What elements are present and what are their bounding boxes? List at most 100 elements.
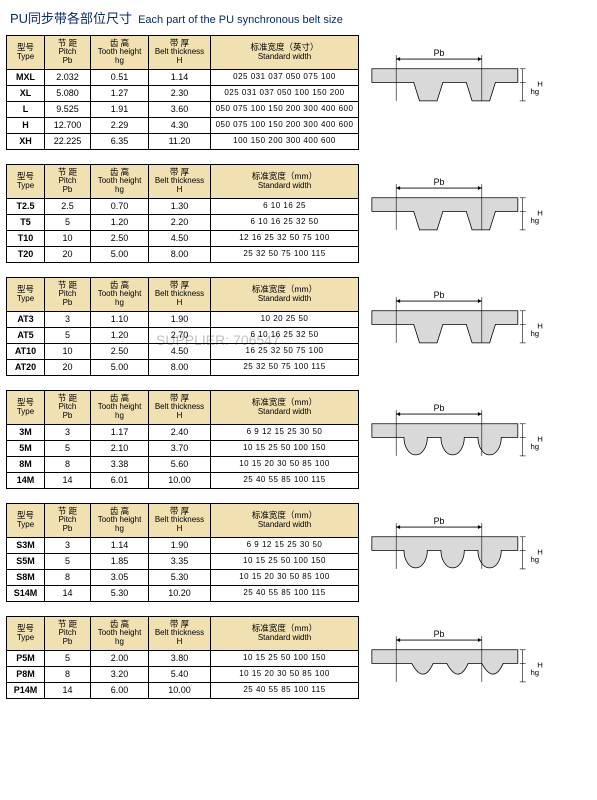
spec-table: 型号Type 节 距PitchPb 齿 高Tooth heighthg 带 厚B…	[6, 390, 359, 489]
cell-thick: 10.00	[149, 683, 211, 699]
cell-std: 25 40 55 85 100 115	[211, 683, 359, 699]
cell-std: 10 15 20 30 50 85 100	[211, 457, 359, 473]
spec-section: 型号Type 节 距PitchPb 齿 高Tooth heighthg 带 厚B…	[6, 616, 591, 700]
cell-type: MXL	[7, 70, 45, 86]
hdr-thick: 带 厚Belt thicknessH	[149, 617, 211, 651]
cell-tooth: 2.50	[91, 344, 149, 360]
hdr-std: 标准宽度（mm）Standard width	[211, 278, 359, 312]
cell-tooth: 2.29	[91, 118, 149, 134]
cell-std: 25 32 50 75 100 115	[211, 247, 359, 263]
cell-pitch: 5	[45, 215, 91, 231]
cell-type: P14M	[7, 683, 45, 699]
cell-thick: 10.20	[149, 586, 211, 602]
cell-thick: 2.30	[149, 86, 211, 102]
cell-pitch: 22.225	[45, 134, 91, 150]
cell-tooth: 6.01	[91, 473, 149, 489]
cell-tooth: 6.35	[91, 134, 149, 150]
svg-text:hg: hg	[530, 87, 539, 96]
table-row: AT20 20 5.00 8.00 25 32 50 75 100 115	[7, 360, 359, 376]
hdr-tooth: 齿 高Tooth heighthg	[91, 391, 149, 425]
cell-type: 5M	[7, 441, 45, 457]
belt-profile-diagram: Pb hg H	[367, 39, 547, 119]
cell-pitch: 5	[45, 328, 91, 344]
cell-thick: 3.80	[149, 651, 211, 667]
hdr-std: 标准宽度（mm）Standard width	[211, 165, 359, 199]
table-row: 5M 5 2.10 3.70 10 15 25 50 100 150	[7, 441, 359, 457]
svg-text:hg: hg	[530, 555, 539, 564]
cell-std: 10 15 20 30 50 85 100	[211, 667, 359, 683]
cell-type: AT10	[7, 344, 45, 360]
cell-pitch: 8	[45, 570, 91, 586]
cell-tooth: 0.51	[91, 70, 149, 86]
cell-tooth: 2.10	[91, 441, 149, 457]
cell-pitch: 12.700	[45, 118, 91, 134]
cell-thick: 3.60	[149, 102, 211, 118]
svg-text:Pb: Pb	[434, 48, 445, 58]
cell-pitch: 2.032	[45, 70, 91, 86]
cell-thick: 10.00	[149, 473, 211, 489]
table-row: AT3 3 1.10 1.90 10 20 25 50	[7, 312, 359, 328]
cell-pitch: 20	[45, 360, 91, 376]
cell-tooth: 2.50	[91, 231, 149, 247]
cell-thick: 8.00	[149, 360, 211, 376]
cell-thick: 4.50	[149, 344, 211, 360]
hdr-tooth: 齿 高Tooth heighthg	[91, 278, 149, 312]
hdr-tooth: 齿 高Tooth heighthg	[91, 165, 149, 199]
cell-type: S5M	[7, 554, 45, 570]
cell-std: 6 10 16 25 32 50	[211, 328, 359, 344]
table-row: P8M 8 3.20 5.40 10 15 20 30 50 85 100	[7, 667, 359, 683]
belt-profile-diagram: Pb hg H	[367, 168, 547, 248]
cell-type: T5	[7, 215, 45, 231]
cell-thick: 1.14	[149, 70, 211, 86]
cell-thick: 4.50	[149, 231, 211, 247]
table-row: T2.5 2.5 0.70 1.30 6 10 16 25	[7, 199, 359, 215]
cell-std: 25 40 55 85 100 115	[211, 586, 359, 602]
table-row: S8M 8 3.05 5.30 10 15 20 30 50 85 100	[7, 570, 359, 586]
hdr-pitch: 节 距PitchPb	[45, 278, 91, 312]
cell-std: 10 20 25 50	[211, 312, 359, 328]
cell-pitch: 3	[45, 425, 91, 441]
svg-text:H: H	[537, 434, 543, 443]
svg-text:H: H	[537, 208, 543, 217]
cell-pitch: 8	[45, 667, 91, 683]
table-row: S3M 3 1.14 1.90 6 9 12 15 25 30 50	[7, 538, 359, 554]
table-row: MXL 2.032 0.51 1.14 025 031 037 050 075 …	[7, 70, 359, 86]
cell-thick: 4.30	[149, 118, 211, 134]
cell-type: AT20	[7, 360, 45, 376]
cell-type: S14M	[7, 586, 45, 602]
hdr-pitch: 节 距PitchPb	[45, 504, 91, 538]
spec-section: 型号Type 节 距PitchPb 齿 高Tooth heighthg 带 厚B…	[6, 390, 591, 489]
table-row: S5M 5 1.85 3.35 10 15 25 50 100 150	[7, 554, 359, 570]
belt-profile-diagram: Pb hg H	[367, 620, 547, 700]
cell-type: T10	[7, 231, 45, 247]
cell-thick: 5.30	[149, 570, 211, 586]
svg-text:Pb: Pb	[434, 403, 445, 413]
cell-thick: 1.30	[149, 199, 211, 215]
cell-std: 100 150 200 300 400 600	[211, 134, 359, 150]
cell-tooth: 1.27	[91, 86, 149, 102]
cell-tooth: 1.85	[91, 554, 149, 570]
cell-std: 050 075 100 150 200 300 400 600	[211, 118, 359, 134]
hdr-thick: 带 厚Belt thicknessH	[149, 504, 211, 538]
cell-std: 050 075 100 150 200 300 400 600	[211, 102, 359, 118]
svg-text:Pb: Pb	[434, 177, 445, 187]
svg-text:hg: hg	[530, 668, 539, 677]
cell-type: AT3	[7, 312, 45, 328]
cell-tooth: 1.20	[91, 328, 149, 344]
cell-type: P8M	[7, 667, 45, 683]
cell-pitch: 10	[45, 344, 91, 360]
cell-thick: 1.90	[149, 312, 211, 328]
cell-std: 16 25 32 50 75 100	[211, 344, 359, 360]
cell-thick: 2.40	[149, 425, 211, 441]
belt-profile-diagram: Pb hg H	[367, 507, 547, 587]
cell-type: 14M	[7, 473, 45, 489]
table-row: XL 5.080 1.27 2.30 025 031 037 050 100 1…	[7, 86, 359, 102]
cell-type: 8M	[7, 457, 45, 473]
table-row: 3M 3 1.17 2.40 6 9 12 15 25 30 50	[7, 425, 359, 441]
cell-std: 25 32 50 75 100 115	[211, 360, 359, 376]
cell-type: AT5	[7, 328, 45, 344]
cell-pitch: 8	[45, 457, 91, 473]
cell-pitch: 20	[45, 247, 91, 263]
cell-tooth: 1.14	[91, 538, 149, 554]
cell-std: 10 15 25 50 100 150	[211, 651, 359, 667]
